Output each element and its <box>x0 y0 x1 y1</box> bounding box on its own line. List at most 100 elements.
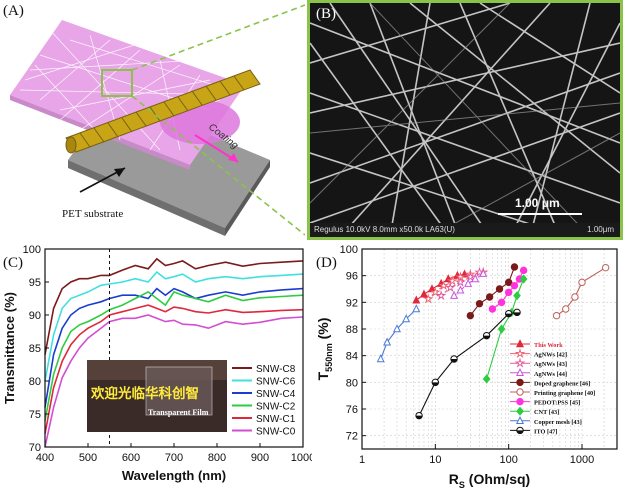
x-tick-label: 1000 <box>291 452 312 464</box>
transmittance-vs-sheet-resistance-chart: This Work AgNWs [42] AgNWs [43] AgNWs [44] D… <box>315 244 618 490</box>
legend-label-cnt-43-: CNT [43] <box>534 409 559 416</box>
legend-marker-agnws-42- <box>514 347 526 359</box>
y-tick-label: 88 <box>346 324 358 336</box>
data-point <box>429 286 441 297</box>
legend-marker-printing-graphene-40- <box>516 388 524 396</box>
y-tick-label: 80 <box>346 377 358 389</box>
data-point <box>466 311 475 320</box>
y-tick-label: 95 <box>29 277 41 289</box>
panel-c-transmittance-chart: 欢迎光临华科创智 Transparent Film SNW-C8 SNW-C6 SN… <box>0 243 315 493</box>
x-axis-title: Wavelength (nm) <box>122 468 226 483</box>
data-point <box>552 311 561 320</box>
legend-label-snw-c8: SNW-C8 <box>256 364 296 375</box>
data-point <box>402 314 411 323</box>
y-axis-title: T550nm (%) <box>315 318 334 381</box>
photo-film <box>145 366 213 416</box>
series-line-snw-c1 <box>44 304 304 434</box>
data-point <box>497 298 506 307</box>
legend-label-snw-c2: SNW-C2 <box>256 402 296 413</box>
legend-label-pedot-pss-45-: PEDOT:PSS [45] <box>534 400 580 407</box>
data-point <box>376 354 385 363</box>
y-tick-label: 100 <box>23 244 41 256</box>
y-tick-label: 70 <box>29 442 41 454</box>
data-point <box>383 337 392 346</box>
coating-schematic: Coating PET substrate <box>10 4 306 236</box>
series-printing-graphene-40- <box>552 263 610 320</box>
legend-label-snw-c1: SNW-C1 <box>256 414 296 425</box>
x-axis-title-unit: (Ohm/sq) <box>465 471 530 487</box>
zoom-line-bottom <box>131 95 306 236</box>
x-tick-label: 800 <box>208 452 226 464</box>
panel-c-label: (C) <box>3 255 23 271</box>
panel-b-sem-image: 1.00 μm Regulus 10.0kV 8.0mm x50.0k LA63… <box>307 0 623 240</box>
y-tick-label: 96 <box>346 271 358 283</box>
series-line-snw-c8 <box>44 257 304 355</box>
data-point <box>482 374 491 384</box>
y-tick-label: 80 <box>29 376 41 388</box>
series-line-snw-c6 <box>44 271 304 382</box>
data-point-fill <box>450 359 458 363</box>
photo-chinese-text: 欢迎光临华科创智 <box>90 385 199 402</box>
legend-label-copper-mesh-43-: Copper mesh [43] <box>534 419 582 426</box>
legend-label-ito-47-: ITO [47] <box>534 428 558 435</box>
x-tick-label: 400 <box>36 452 54 464</box>
series-line-snw-c0 <box>44 314 304 448</box>
data-point <box>475 299 484 308</box>
y-tick-label: 85 <box>29 343 41 355</box>
legend-label-snw-c6: SNW-C6 <box>256 377 296 388</box>
data-point <box>513 291 521 301</box>
data-point <box>485 293 494 301</box>
legend-label-agnws-43-: AgNWs [43] <box>534 361 567 368</box>
photo-film-label: Transparent Film <box>148 408 209 417</box>
coating-rod <box>65 69 261 154</box>
data-point <box>446 275 458 286</box>
y-tick-label: 76 <box>346 404 358 416</box>
data-point <box>412 295 421 304</box>
y-tick-label: 72 <box>346 431 358 443</box>
series-line-snw-c2 <box>44 290 304 421</box>
sem-info-text: Regulus 10.0kV 8.0mm x50.0k LA63(U) <box>314 225 455 234</box>
panel-a-label: (A) <box>3 3 24 19</box>
data-point-fill <box>432 382 439 386</box>
series-pedot-pss-45- <box>488 266 528 313</box>
x-axis-title-sub: S <box>459 480 465 490</box>
legend-marker-this-work <box>515 339 525 348</box>
legend-label-doped-graphene-46-: Doped graphene [46] <box>534 380 590 387</box>
x-axis-title: RS (Ohm/sq) <box>449 471 530 490</box>
pet-sheet-edge <box>68 160 225 236</box>
x-tick-label: 500 <box>79 452 97 464</box>
data-point <box>497 324 506 334</box>
transparent-film-photo: 欢迎光临华科创智 Transparent Film <box>87 360 227 432</box>
substrate-label: PET substrate <box>62 208 123 220</box>
legend-label-this-work: This Work <box>534 342 563 349</box>
data-point <box>519 274 528 284</box>
legend-label-agnws-42-: AgNWs [42] <box>534 352 567 359</box>
y-axis-title-sub: 550nm <box>324 343 334 372</box>
panel-a-schematic: Coating PET substrate (A) <box>0 0 306 240</box>
legend-label-snw-c0: SNW-C0 <box>256 427 296 438</box>
x-tick-label: 600 <box>122 452 140 464</box>
data-point <box>601 263 610 272</box>
data-point <box>519 266 528 275</box>
y-axis-title: Transmittance (%) <box>2 292 17 404</box>
y-tick-label: 90 <box>29 310 41 322</box>
data-point <box>435 290 447 301</box>
data-point <box>504 288 513 297</box>
data-point <box>479 268 488 277</box>
legend-marker-agnws-44- <box>515 367 525 376</box>
data-point <box>571 293 579 301</box>
transmittance-chart: 欢迎光临华科创智 Transparent Film SNW-C8SNW-C6SN… <box>2 244 315 483</box>
data-point-fill <box>513 312 521 316</box>
data-point <box>578 278 586 287</box>
data-point <box>504 278 513 287</box>
data-point <box>392 324 401 333</box>
data-point <box>422 293 434 304</box>
data-point <box>471 274 480 283</box>
data-point <box>412 304 421 313</box>
data-point <box>456 285 465 294</box>
y-axis-title-unit: (%) <box>315 318 331 344</box>
data-point <box>438 280 449 291</box>
x-tick-label: 10 <box>429 454 441 466</box>
series-copper-mesh-43- <box>376 304 421 363</box>
legend-label-snw-c4: SNW-C4 <box>256 389 296 400</box>
